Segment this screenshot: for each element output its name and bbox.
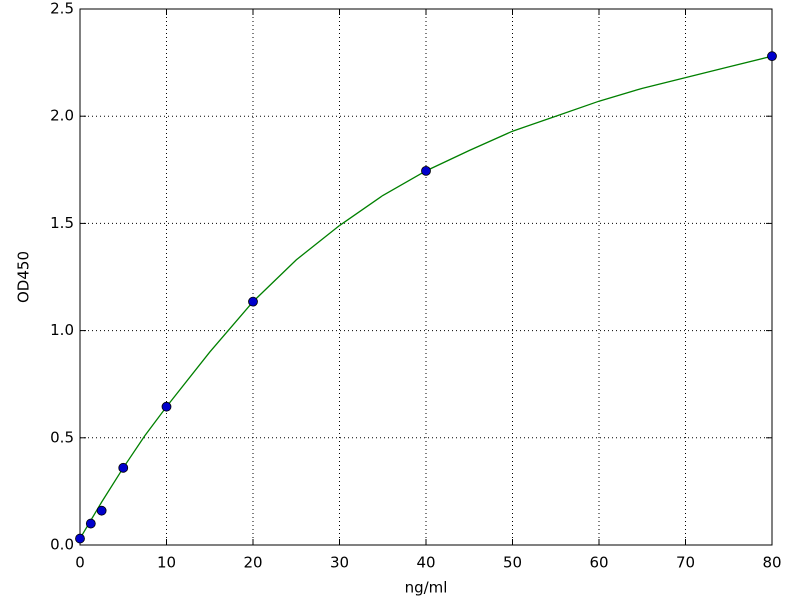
plot-frame bbox=[79, 8, 773, 546]
data-point bbox=[421, 165, 431, 176]
x-tick-label: 40 bbox=[416, 554, 435, 572]
y-tick-label: 0.5 bbox=[50, 428, 74, 446]
data-point bbox=[248, 296, 258, 307]
y-tick-label: 1.5 bbox=[50, 214, 74, 232]
data-point bbox=[161, 401, 172, 412]
data-point bbox=[85, 518, 96, 529]
data-point bbox=[118, 462, 129, 473]
y-tick-label: 1.0 bbox=[50, 321, 74, 339]
x-tick-label: 80 bbox=[762, 554, 781, 572]
x-tick-label: 10 bbox=[157, 554, 176, 572]
x-tick-label: 30 bbox=[330, 554, 349, 572]
x-tick-label: 50 bbox=[503, 554, 522, 572]
y-tick-label: 0.0 bbox=[50, 536, 74, 554]
data-point bbox=[767, 51, 777, 62]
x-tick-label: 70 bbox=[676, 554, 695, 572]
data-point bbox=[75, 533, 85, 544]
y-tick-label: 2.0 bbox=[50, 107, 74, 125]
y-tick-label: 2.5 bbox=[50, 0, 74, 18]
x-tick-label: 20 bbox=[243, 554, 262, 572]
fit-curve bbox=[79, 55, 773, 539]
x-tick-label: 60 bbox=[589, 554, 608, 572]
data-point bbox=[96, 505, 107, 516]
y-axis-label: OD450 bbox=[15, 251, 33, 303]
x-tick-label: 0 bbox=[75, 554, 85, 572]
x-axis-label: ng/ml bbox=[405, 579, 448, 597]
